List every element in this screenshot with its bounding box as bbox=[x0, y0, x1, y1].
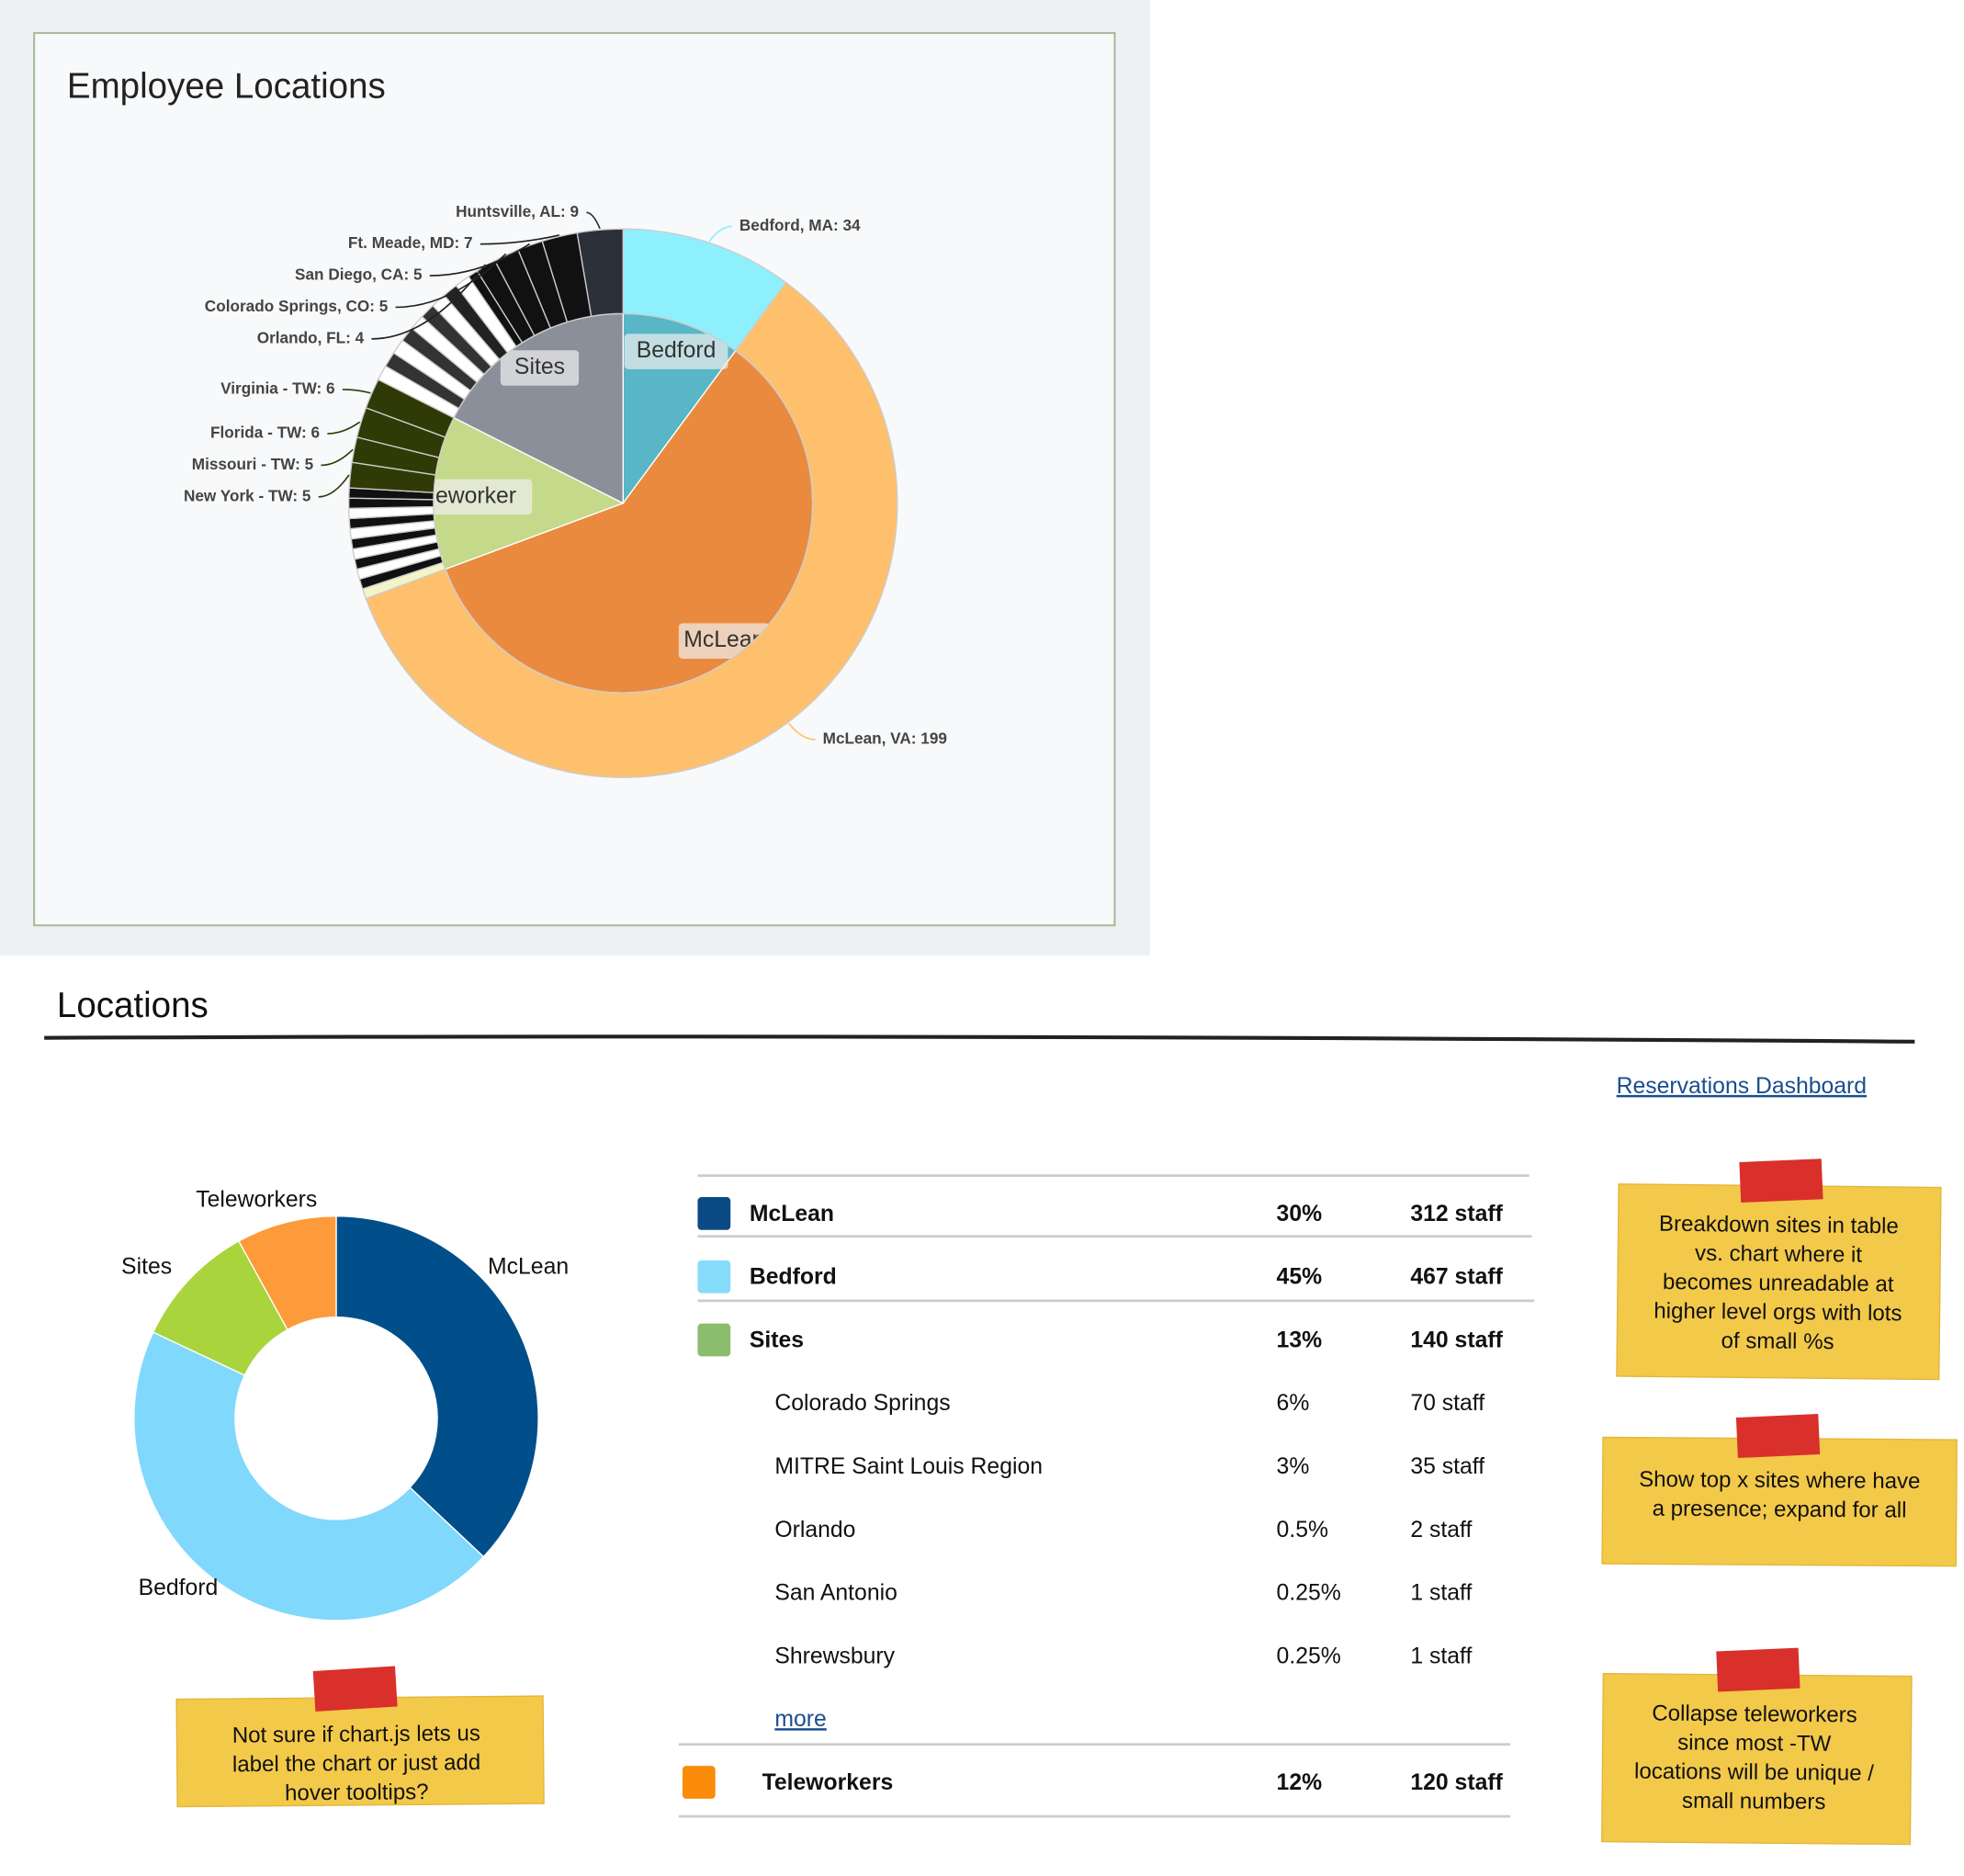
outer-label: San Diego, CA: 5 bbox=[295, 266, 423, 284]
note-line: since most -TW bbox=[1677, 1730, 1832, 1756]
note-line: Breakdown sites in table bbox=[1659, 1212, 1899, 1239]
connector bbox=[708, 225, 732, 243]
row-percent: 30% bbox=[1277, 1202, 1323, 1226]
row-staff: 1 staff bbox=[1410, 1581, 1472, 1606]
note-line: Not sure if chart.js lets us bbox=[232, 1721, 480, 1747]
sticky-note: Not sure if chart.js lets us label the ch… bbox=[175, 1666, 545, 1808]
row-staff: 35 staff bbox=[1410, 1454, 1484, 1479]
row-name: Orlando bbox=[774, 1518, 855, 1543]
connector bbox=[327, 421, 361, 435]
swatch bbox=[697, 1260, 731, 1294]
row-percent: 0.5% bbox=[1277, 1518, 1328, 1543]
slice bbox=[335, 1215, 539, 1558]
connector bbox=[586, 211, 601, 230]
swatch bbox=[697, 1323, 731, 1357]
outer-label: Virginia - TW: 6 bbox=[220, 379, 334, 397]
inner-label-box bbox=[624, 333, 728, 369]
row-name: Colorado Springs bbox=[774, 1391, 950, 1416]
slice bbox=[576, 228, 624, 318]
more-link[interactable]: more bbox=[774, 1707, 826, 1732]
note-tape bbox=[312, 1666, 398, 1712]
outer-label: Ft. Meade, MD: 7 bbox=[348, 233, 473, 252]
note-tape bbox=[1735, 1413, 1821, 1459]
note-line: a presence; expand for all bbox=[1653, 1497, 1907, 1523]
swatch bbox=[697, 1197, 731, 1230]
inner-label-box bbox=[500, 350, 580, 386]
outer-label: Bedford, MA: 34 bbox=[739, 216, 861, 234]
row-staff: 467 staff bbox=[1410, 1265, 1503, 1290]
note-tape bbox=[1739, 1158, 1823, 1204]
note-line: vs. chart where it bbox=[1695, 1241, 1862, 1268]
inner-label: Bedford bbox=[637, 338, 717, 363]
row-percent: 6% bbox=[1277, 1391, 1310, 1416]
row-staff: 140 staff bbox=[1410, 1328, 1503, 1352]
outer-label: Huntsville, AL: 9 bbox=[456, 202, 579, 220]
row-staff: 70 staff bbox=[1410, 1391, 1484, 1416]
sticky-note: Collapse teleworkers since most -TW locati… bbox=[1601, 1647, 1913, 1846]
note-line: of small %s bbox=[1721, 1328, 1834, 1354]
note-line: label the chart or just add bbox=[232, 1750, 480, 1777]
row-name: Bedford bbox=[750, 1265, 837, 1290]
row-staff: 1 staff bbox=[1410, 1644, 1472, 1668]
row-name: San Antonio bbox=[774, 1581, 897, 1606]
donut-label: Sites bbox=[121, 1255, 172, 1280]
row-staff: 120 staff bbox=[1410, 1770, 1503, 1795]
row-percent: 3% bbox=[1277, 1454, 1310, 1479]
row-name: MITRE Saint Louis Region bbox=[774, 1454, 1043, 1479]
connector bbox=[429, 243, 531, 277]
note-line: higher level orgs with lots bbox=[1654, 1299, 1902, 1327]
row-percent: 0.25% bbox=[1277, 1581, 1341, 1606]
outer-label: Missouri - TW: 5 bbox=[192, 455, 314, 473]
row-staff: 312 staff bbox=[1410, 1202, 1503, 1226]
row-name: Sites bbox=[750, 1328, 804, 1352]
row-staff: 2 staff bbox=[1410, 1518, 1472, 1543]
row-percent: 0.25% bbox=[1277, 1644, 1341, 1668]
note-line: Collapse teleworkers bbox=[1652, 1701, 1857, 1727]
row-percent: 13% bbox=[1277, 1328, 1323, 1352]
slice bbox=[133, 1331, 485, 1622]
outer-label: McLean, VA: 199 bbox=[823, 729, 947, 748]
outer-label: New York - TW: 5 bbox=[184, 486, 311, 504]
slice bbox=[365, 281, 898, 778]
connector bbox=[321, 448, 354, 467]
sticky-note: Show top x sites where have a presence; e… bbox=[1601, 1413, 1958, 1567]
connector bbox=[480, 234, 559, 245]
note-line: Show top x sites where have bbox=[1639, 1467, 1920, 1494]
row-percent: 45% bbox=[1277, 1265, 1323, 1290]
inner-label: Sites bbox=[514, 355, 565, 379]
slice bbox=[237, 1215, 337, 1331]
connector bbox=[318, 474, 350, 498]
row-percent: 12% bbox=[1277, 1770, 1323, 1795]
divider bbox=[44, 1034, 1915, 1044]
donut-label: Teleworkers bbox=[196, 1188, 317, 1213]
section-title: Locations bbox=[57, 986, 209, 1025]
note-line: locations will be unique / bbox=[1634, 1759, 1874, 1786]
chart-title: Employee Locations bbox=[67, 67, 386, 107]
dashboard-link[interactable]: Reservations Dashboard bbox=[1617, 1074, 1867, 1099]
note-line: small numbers bbox=[1682, 1789, 1826, 1814]
note-line: hover tooltips? bbox=[285, 1780, 429, 1805]
note-tape bbox=[1716, 1647, 1800, 1692]
note-line: becomes unreadable at bbox=[1663, 1270, 1894, 1297]
outer-label: Florida - TW: 6 bbox=[210, 424, 320, 442]
connector bbox=[395, 253, 507, 309]
swatch bbox=[682, 1766, 716, 1799]
row-name: Teleworkers bbox=[762, 1770, 894, 1795]
connector bbox=[342, 389, 371, 394]
row-name: Shrewsbury bbox=[774, 1644, 895, 1668]
donut-label: McLean bbox=[488, 1255, 569, 1280]
row-name: McLean bbox=[750, 1202, 834, 1226]
outer-label: Orlando, FL: 4 bbox=[257, 328, 365, 346]
connector bbox=[787, 722, 816, 740]
donut-label: Bedford bbox=[139, 1576, 219, 1600]
outer-label: Colorado Springs, CO: 5 bbox=[205, 297, 389, 315]
